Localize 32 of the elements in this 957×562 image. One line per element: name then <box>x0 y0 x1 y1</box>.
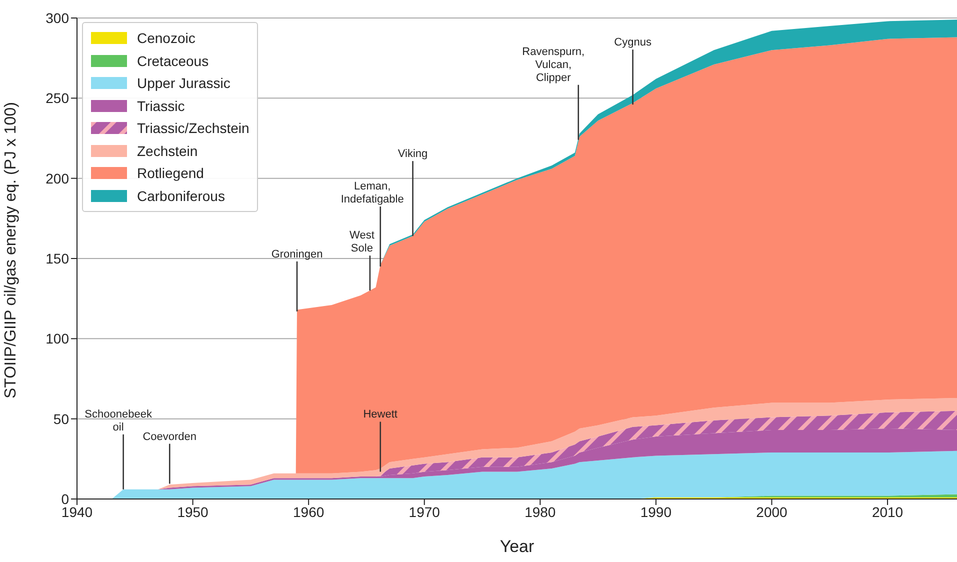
x-tick-label: 2010 <box>872 504 904 520</box>
legend-label: Carboniferous <box>137 188 225 204</box>
annotation: Schoonebeek oil <box>84 408 152 434</box>
x-tick-label: 1980 <box>524 504 556 520</box>
legend-label: Cenozoic <box>137 30 196 46</box>
legend-label: Cretaceous <box>137 52 209 69</box>
legend-label: Rotliegend <box>137 165 204 182</box>
annotation: West Sole <box>350 230 374 255</box>
legend-label: Zechstein <box>137 142 198 159</box>
x-tick-label: 1950 <box>177 504 209 520</box>
x-tick-label: 1970 <box>408 504 440 520</box>
annotation: Coevorden <box>142 430 197 443</box>
annotation: Hewett <box>363 408 398 421</box>
y-tick-label: 250 <box>46 90 70 106</box>
y-tick-label: 100 <box>46 330 70 347</box>
x-tick-label: 2000 <box>756 504 788 520</box>
annotation: Groningen <box>271 248 323 260</box>
legend-label: Triassic <box>137 98 185 114</box>
annotation: Cygnus <box>614 36 652 49</box>
y-tick-label: 300 <box>46 10 70 26</box>
x-tick-label: 1960 <box>293 504 324 520</box>
x-axis-title: Year <box>500 537 535 556</box>
y-tick-label: 50 <box>53 410 70 427</box>
annotation: Viking <box>398 148 428 160</box>
y-axis-title: STOIIP/GIIP oil/gas energy eq. (PJ x 100) <box>2 102 20 398</box>
annotation: Leman, Indefatigable <box>340 180 404 206</box>
y-tick-label: 150 <box>46 250 70 266</box>
x-tick-label: 1990 <box>640 504 672 520</box>
y-tick-label: 200 <box>46 170 70 186</box>
legend-label: Upper Jurassic <box>137 75 230 92</box>
annotation: Ravenspurn, Vulcan, Clipper <box>522 46 585 84</box>
legend-label: Triassic/Zechstein <box>137 120 250 136</box>
